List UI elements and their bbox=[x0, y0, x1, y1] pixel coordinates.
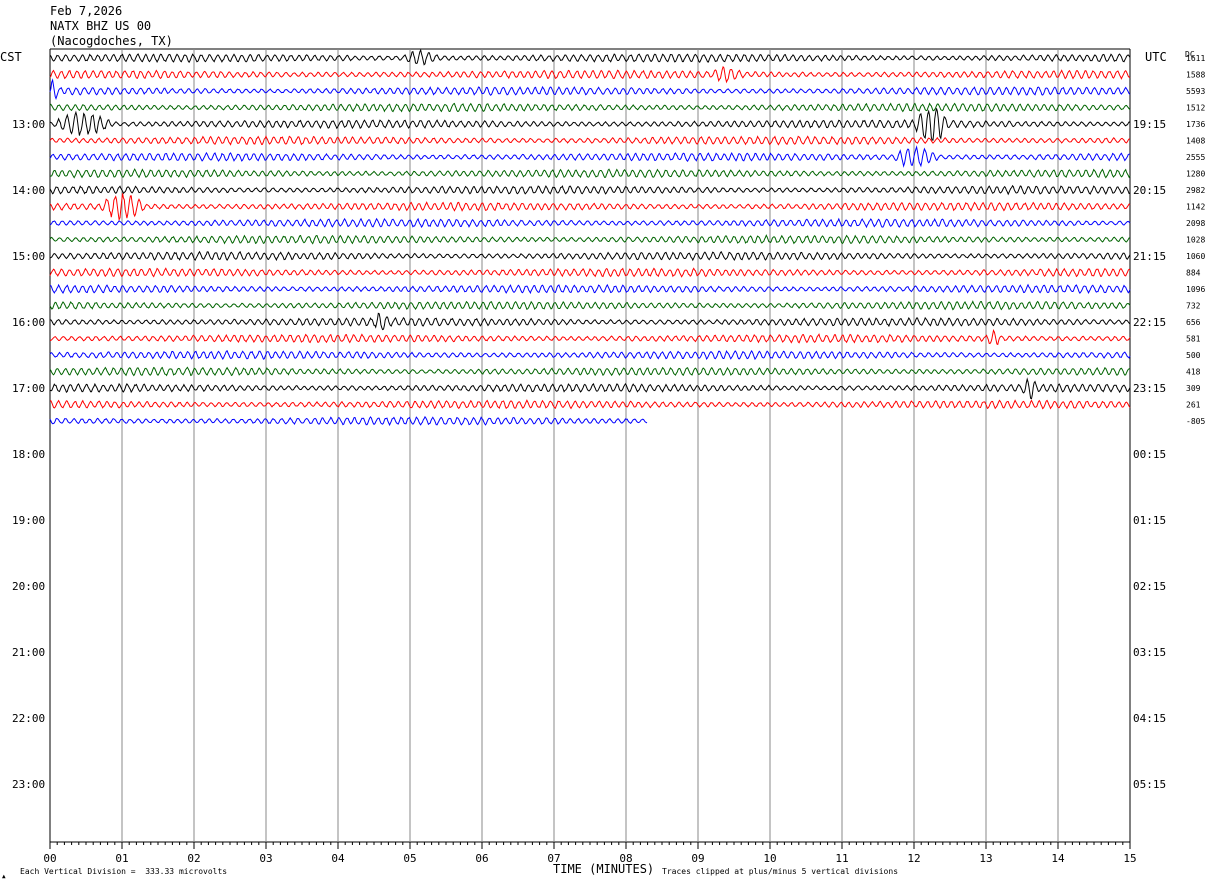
dc-offset-14: 1096 bbox=[1186, 285, 1205, 294]
left-hour-label-7: 20:00 bbox=[12, 580, 45, 593]
x-tick-label-10: 10 bbox=[763, 852, 776, 865]
dc-offset-3: 1512 bbox=[1186, 104, 1205, 113]
dc-offset-2: 5593 bbox=[1186, 87, 1205, 96]
x-tick-label-08: 08 bbox=[619, 852, 632, 865]
left-timezone-label: CST bbox=[0, 50, 22, 64]
x-tick-label-11: 11 bbox=[835, 852, 848, 865]
station-code: NATX BHZ US 00 bbox=[50, 19, 152, 33]
right-hour-label-6: 01:15 bbox=[1133, 514, 1166, 527]
left-hour-label-10: 23:00 bbox=[12, 778, 45, 791]
corner-mark-icon: ▲ bbox=[2, 873, 6, 880]
seismic-trace-16 bbox=[50, 312, 1131, 331]
seismic-trace-9 bbox=[49, 193, 1131, 222]
grid-layer bbox=[49, 48, 1131, 849]
dc-offset-15: 732 bbox=[1186, 302, 1201, 311]
dc-offset-header: DC bbox=[1185, 50, 1195, 59]
right-hour-label-10: 05:15 bbox=[1133, 778, 1166, 791]
seismic-trace-1 bbox=[49, 65, 1131, 84]
right-hour-label-9: 04:15 bbox=[1133, 712, 1166, 725]
dc-offset-18: 500 bbox=[1186, 351, 1201, 360]
seismic-trace-19 bbox=[49, 366, 1131, 377]
left-hour-label-3: 16:00 bbox=[12, 316, 45, 329]
seismic-trace-18 bbox=[49, 349, 1131, 361]
right-hour-label-5: 00:15 bbox=[1133, 448, 1166, 461]
dc-offset-19: 418 bbox=[1186, 368, 1201, 377]
dc-offset-11: 1028 bbox=[1186, 236, 1205, 245]
x-tick-label-07: 07 bbox=[547, 852, 560, 865]
dc-offset-13: 884 bbox=[1186, 269, 1201, 278]
seismic-trace-6 bbox=[49, 145, 1131, 168]
seismic-trace-3 bbox=[49, 102, 1131, 113]
x-tick-label-01: 01 bbox=[115, 852, 128, 865]
clipping-note: Traces clipped at plus/minus 5 vertical … bbox=[662, 867, 899, 876]
x-tick-label-15: 15 bbox=[1123, 852, 1136, 865]
seismic-trace-17 bbox=[49, 329, 1131, 346]
label-layer: 00 01 02 03 04 05 06 07 08 09 10 11 12 13 14 15 13:00 14:… bbox=[12, 54, 1205, 865]
x-tick-label-03: 03 bbox=[259, 852, 272, 865]
dc-offset-12: 1060 bbox=[1186, 252, 1205, 261]
dc-offset-8: 2982 bbox=[1186, 186, 1205, 195]
dc-offset-10: 2098 bbox=[1186, 219, 1205, 228]
left-hour-label-5: 18:00 bbox=[12, 448, 45, 461]
seismic-trace-7 bbox=[50, 168, 1131, 179]
right-hour-label-4: 23:15 bbox=[1133, 382, 1166, 395]
seismic-trace-2 bbox=[49, 78, 1131, 100]
left-hour-label-8: 21:00 bbox=[12, 646, 45, 659]
seismic-trace-22 bbox=[49, 415, 648, 427]
x-axis-title: TIME (MINUTES) bbox=[553, 862, 655, 876]
dc-offset-6: 2555 bbox=[1186, 153, 1205, 162]
right-hour-label-3: 22:15 bbox=[1133, 316, 1166, 329]
x-tick-label-05: 05 bbox=[403, 852, 416, 865]
station-location: (Nacogdoches, TX) bbox=[50, 34, 173, 48]
left-hour-label-2: 15:00 bbox=[12, 250, 45, 263]
dc-offset-21: 261 bbox=[1186, 401, 1201, 410]
dc-offset-9: 1142 bbox=[1186, 203, 1205, 212]
x-tick-label-04: 04 bbox=[331, 852, 345, 865]
seismic-trace-11 bbox=[49, 234, 1131, 245]
seismic-trace-15 bbox=[49, 300, 1131, 311]
seismic-trace-21 bbox=[49, 399, 1131, 410]
left-hour-label-1: 14:00 bbox=[12, 184, 45, 197]
x-tick-label-00: 00 bbox=[43, 852, 56, 865]
record-date: Feb 7,2026 bbox=[50, 4, 123, 18]
seismic-trace-13 bbox=[49, 267, 1131, 278]
seismic-trace-14 bbox=[49, 283, 1131, 295]
division-scale-note: Each Vertical Division = 333.33 microvol… bbox=[20, 867, 228, 876]
right-hour-label-0: 19:15 bbox=[1133, 118, 1166, 131]
seismic-trace-20 bbox=[49, 377, 1131, 400]
dc-offset-22: -805 bbox=[1186, 417, 1205, 426]
right-hour-label-7: 02:15 bbox=[1133, 580, 1166, 593]
x-tick-label-12: 12 bbox=[907, 852, 920, 865]
left-hour-label-4: 17:00 bbox=[12, 382, 45, 395]
right-hour-label-8: 03:15 bbox=[1133, 646, 1166, 659]
x-tick-label-09: 09 bbox=[691, 852, 704, 865]
dc-offset-16: 656 bbox=[1186, 318, 1201, 327]
x-tick-label-02: 02 bbox=[187, 852, 200, 865]
left-hour-label-9: 22:00 bbox=[12, 712, 45, 725]
dc-offset-5: 1408 bbox=[1186, 137, 1205, 146]
x-tick-label-14: 14 bbox=[1051, 852, 1065, 865]
seismic-trace-12 bbox=[49, 250, 1131, 262]
right-hour-label-1: 20:15 bbox=[1133, 184, 1166, 197]
seismic-trace-10 bbox=[49, 217, 1131, 229]
dc-offset-4: 1736 bbox=[1186, 120, 1205, 129]
dc-offset-7: 1280 bbox=[1186, 170, 1205, 179]
seismic-trace-5 bbox=[49, 135, 1131, 146]
seismic-trace-0 bbox=[49, 48, 1131, 66]
left-hour-label-0: 13:00 bbox=[12, 118, 45, 131]
dc-offset-1: 1588 bbox=[1186, 71, 1205, 80]
right-hour-label-2: 21:15 bbox=[1133, 250, 1166, 263]
dc-offset-20: 309 bbox=[1186, 384, 1201, 393]
x-tick-label-06: 06 bbox=[475, 852, 488, 865]
dc-offset-0: 1611 bbox=[1186, 54, 1205, 63]
seismic-trace-4 bbox=[49, 108, 1131, 141]
trace-layer bbox=[49, 48, 1131, 427]
left-hour-label-6: 19:00 bbox=[12, 514, 45, 527]
seismic-trace-8 bbox=[49, 184, 1131, 196]
x-tick-label-13: 13 bbox=[979, 852, 992, 865]
right-timezone-label: UTC bbox=[1145, 50, 1167, 64]
dc-offset-17: 581 bbox=[1186, 335, 1201, 344]
